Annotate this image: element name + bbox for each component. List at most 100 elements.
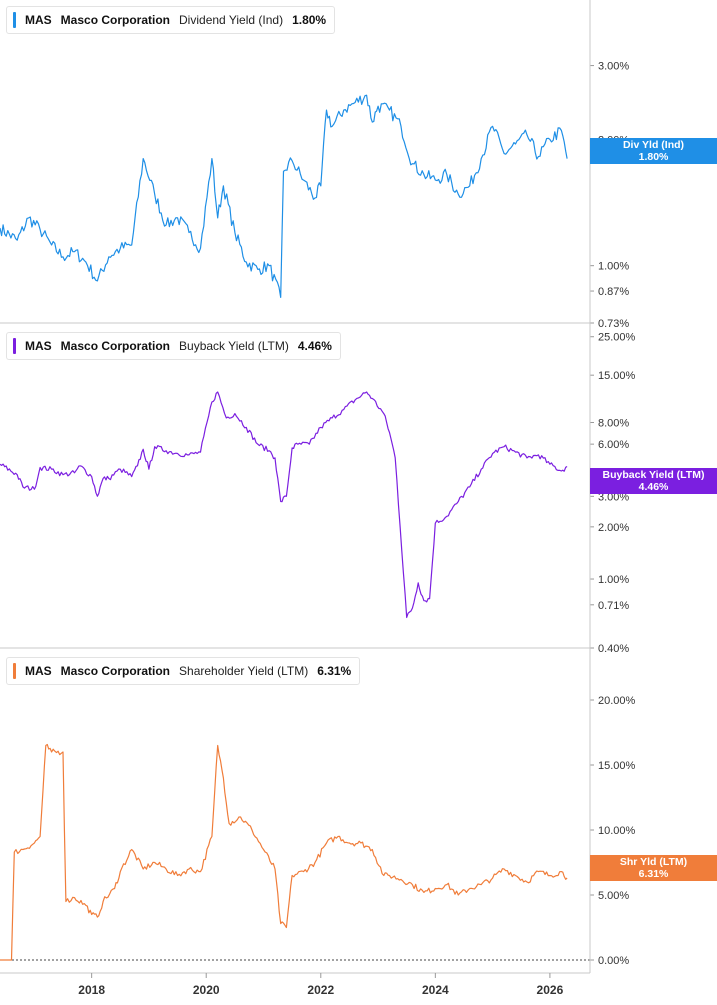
badge-label: Buyback Yield (LTM) — [602, 469, 705, 481]
data-point — [62, 474, 64, 476]
badge-value: 6.31% — [638, 868, 669, 880]
y-tick-label: 0.73% — [598, 318, 629, 330]
data-point — [326, 842, 328, 844]
data-point — [411, 163, 413, 165]
legend-shareholder-yield: MAS Masco Corporation Shareholder Yield … — [6, 657, 361, 685]
data-point — [423, 891, 425, 893]
data-point — [251, 829, 253, 831]
data-point — [79, 465, 81, 467]
data-point — [268, 265, 270, 267]
data-point — [343, 409, 345, 411]
data-point — [51, 244, 53, 246]
data-point — [222, 777, 224, 779]
legend-buyback-yield: MAS Masco Corporation Buyback Yield (LTM… — [6, 332, 341, 360]
data-point — [549, 463, 551, 465]
legend-metric: Dividend Yield (Ind) — [179, 13, 284, 27]
data-point — [394, 457, 396, 459]
badge-label: Shr Yld (LTM) — [619, 856, 688, 868]
series-color-swatch — [13, 338, 16, 354]
data-point — [91, 914, 93, 916]
data-point — [142, 448, 144, 450]
data-point — [280, 501, 282, 503]
data-point — [22, 849, 24, 851]
data-point — [469, 185, 471, 187]
data-point — [119, 247, 121, 249]
badge-dividend-yield: Div Yld (Ind) 1.80% — [590, 138, 717, 164]
data-point — [434, 888, 436, 890]
data-point — [96, 495, 98, 497]
data-point — [411, 607, 413, 609]
data-point — [469, 888, 471, 890]
data-point — [11, 959, 13, 961]
y-tick-label: 5.00% — [598, 890, 629, 902]
data-point — [560, 470, 562, 472]
data-point — [566, 466, 568, 468]
data-point — [429, 598, 431, 600]
data-point — [217, 745, 219, 747]
data-point — [280, 296, 282, 298]
data-point — [526, 457, 528, 459]
data-point — [91, 476, 93, 478]
data-point — [200, 871, 202, 873]
data-point — [314, 862, 316, 864]
data-point — [165, 450, 167, 452]
data-point — [39, 467, 41, 469]
data-point — [457, 501, 459, 503]
data-point — [137, 465, 139, 467]
data-point — [354, 399, 356, 401]
data-point — [131, 849, 133, 851]
data-point — [85, 261, 87, 263]
y-tick-label: 3.00% — [598, 491, 629, 503]
data-point — [383, 875, 385, 877]
y-tick-label: 2.00% — [598, 522, 629, 534]
series-line — [0, 743, 568, 961]
data-point — [96, 916, 98, 918]
data-point — [268, 450, 270, 452]
data-point — [297, 443, 299, 445]
data-point — [217, 391, 219, 393]
data-point — [62, 256, 64, 258]
data-point — [560, 871, 562, 873]
data-point — [560, 130, 562, 132]
badge-label: Div Yld (Ind) — [622, 139, 685, 151]
y-tick-label: 1.00% — [598, 261, 629, 273]
data-point — [16, 239, 18, 241]
legend-value: 4.46% — [297, 339, 332, 353]
data-point — [154, 193, 156, 195]
series-color-swatch — [13, 663, 16, 679]
data-point — [177, 875, 179, 877]
data-point — [291, 160, 293, 162]
x-tick-label: 2022 — [307, 983, 334, 997]
data-point — [503, 446, 505, 448]
legend-ticker: MAS — [25, 339, 52, 353]
data-point — [515, 143, 517, 145]
data-point — [434, 179, 436, 181]
x-tick-label: 2020 — [193, 983, 220, 997]
data-point — [348, 842, 350, 844]
data-point — [480, 158, 482, 160]
data-point — [177, 453, 179, 455]
data-point — [526, 881, 528, 883]
data-point — [234, 413, 236, 415]
data-point — [566, 158, 568, 160]
y-tick-label: 10.00% — [598, 825, 636, 837]
data-point — [343, 109, 345, 111]
data-point — [142, 158, 144, 160]
data-point — [371, 849, 373, 851]
data-point — [303, 179, 305, 181]
data-point — [503, 868, 505, 870]
data-point — [22, 486, 24, 488]
legend-dividend-yield: MAS Masco Corporation Dividend Yield (In… — [6, 6, 336, 34]
data-point — [526, 134, 528, 136]
data-point — [480, 468, 482, 470]
data-point — [131, 244, 133, 246]
data-point — [537, 454, 539, 456]
data-point — [503, 153, 505, 155]
data-point — [51, 751, 53, 753]
data-point — [102, 901, 104, 903]
data-point — [331, 125, 333, 127]
y-tick-label: 0.40% — [598, 643, 629, 655]
data-point — [85, 904, 87, 906]
data-point — [446, 884, 448, 886]
